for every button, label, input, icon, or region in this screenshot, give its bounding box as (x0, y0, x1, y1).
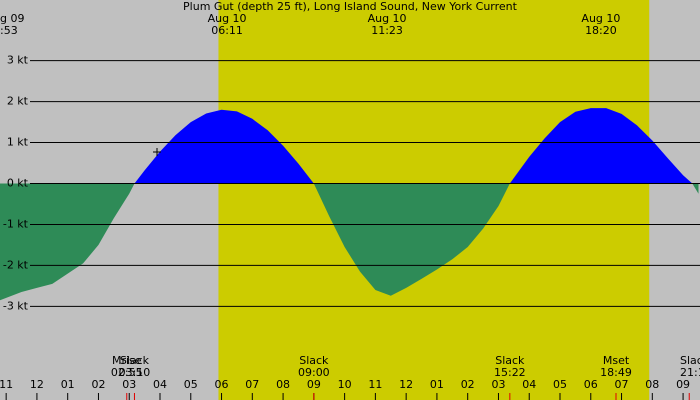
peak-date: Aug 10 (581, 12, 620, 25)
x-tick-label: 07 (245, 378, 259, 391)
peak-time: 18:20 (585, 24, 617, 37)
marker (153, 148, 161, 156)
x-tick-label: 09 (307, 378, 321, 391)
x-tick-label: 05 (553, 378, 567, 391)
event-time: 18:49 (600, 366, 632, 379)
peak-date: g 09 (0, 12, 24, 25)
event-name: Mset (603, 354, 630, 367)
current-area (0, 108, 699, 301)
event-time: 02:55 (111, 366, 143, 379)
x-tick-label: 04 (153, 378, 167, 391)
x-tick-label: 06 (584, 378, 598, 391)
event-time: 15:22 (494, 366, 526, 379)
x-tick-label: 04 (522, 378, 536, 391)
chart-title: Plum Gut (depth 25 ft), Long Island Soun… (183, 0, 518, 13)
x-tick-label: 01 (430, 378, 444, 391)
x-tick-label: 08 (276, 378, 290, 391)
y-tick-label: 0 kt (7, 177, 29, 190)
peak-date: Aug 10 (208, 12, 247, 25)
y-tick-label: 3 kt (7, 54, 29, 67)
peak-time: 11:23 (371, 24, 403, 37)
event-name: Slack (495, 354, 525, 367)
x-tick-label: 08 (645, 378, 659, 391)
x-tick-label: 11 (0, 378, 13, 391)
y-tick-label: -3 kt (3, 299, 29, 312)
x-tick-label: 10 (338, 378, 352, 391)
x-tick-label: 03 (491, 378, 505, 391)
event-name: Slack (299, 354, 329, 367)
x-tick-label: 11 (368, 378, 382, 391)
y-tick-label: -2 kt (3, 258, 29, 271)
x-tick-label: 12 (30, 378, 44, 391)
x-tick-label: 05 (184, 378, 198, 391)
peak-date: Aug 10 (368, 12, 407, 25)
y-tick-label: -1 kt (3, 217, 29, 230)
event-name: Slack (680, 354, 700, 367)
x-tick-label: 01 (61, 378, 75, 391)
x-tick-label: 12 (399, 378, 413, 391)
event-time: 21:1 (680, 366, 700, 379)
peak-time: 06:11 (211, 24, 243, 37)
event-time: 03:10 (119, 366, 151, 379)
event-name: Mrise (112, 354, 142, 367)
y-tick-label: 2 kt (7, 95, 29, 108)
x-tick-label: 07 (615, 378, 629, 391)
event-name: Slack (120, 354, 150, 367)
x-tick-label: 02 (91, 378, 105, 391)
event-time: 09:00 (298, 366, 330, 379)
x-tick-label: 02 (461, 378, 475, 391)
x-tick-label: 09 (676, 378, 690, 391)
y-tick-label: 1 kt (7, 136, 29, 149)
peak-time: :53 (0, 24, 18, 37)
x-tick-label: 06 (215, 378, 229, 391)
x-tick-label: 03 (122, 378, 136, 391)
